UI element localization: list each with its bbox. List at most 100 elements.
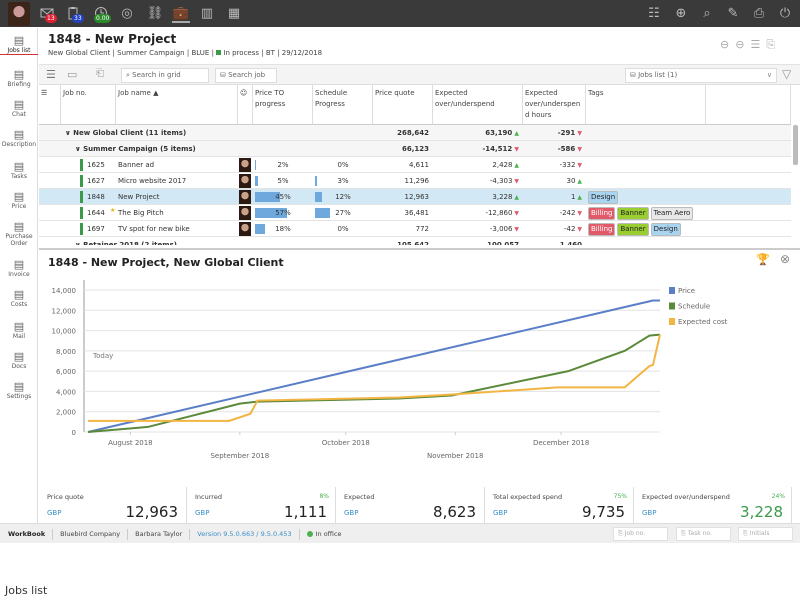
- toolbar: ☰ ▭ ⎗ ⌕ Search in grid ⛁ Search job ⛁ Jo…: [39, 64, 800, 85]
- table-row[interactable]: 1848New Project45%12%12,9633,228 ▲1 ▲Des…: [39, 189, 791, 205]
- chart-title: 1848 - New Project, New Global Client: [48, 256, 284, 269]
- tag-badge[interactable]: Billing: [588, 223, 615, 236]
- sidebar-item-settings[interactable]: ▤Settings: [0, 380, 38, 400]
- sidebar-item-costs[interactable]: ▤Costs: [0, 288, 38, 308]
- column-header[interactable]: Expected over/underspend: [433, 85, 523, 125]
- column-header[interactable]: Tags: [586, 85, 706, 125]
- arrow-down-icon: ▼: [512, 146, 519, 153]
- back-icon[interactable]: ⊖: [720, 38, 735, 51]
- chevron-down-icon[interactable]: ∨: [75, 145, 83, 153]
- arrow-down-icon: ▼: [512, 210, 519, 217]
- sidebar-item-purchase-order[interactable]: ▤Purchase Order: [0, 220, 38, 247]
- export-icon[interactable]: ⎘: [766, 38, 781, 51]
- owner: BT: [266, 49, 275, 57]
- column-header[interactable]: Price quote: [373, 85, 433, 125]
- table-row[interactable]: 1625Banner ad2%0%4,6112,428 ▲-332 ▼: [39, 157, 791, 173]
- settings-icon: ▤: [0, 380, 38, 393]
- search-job-button[interactable]: ⛁ Search job: [215, 68, 277, 83]
- arrow-down-icon: ▼: [575, 162, 582, 169]
- sidebar-item-label: Description: [0, 141, 38, 148]
- tag-badge[interactable]: Banner: [617, 223, 648, 236]
- settings-doc-icon[interactable]: ⎗: [96, 68, 104, 79]
- client[interactable]: New Global Client: [48, 49, 110, 57]
- sidebar-item-description[interactable]: ▤Description: [0, 128, 38, 148]
- column-header[interactable]: ☺: [238, 85, 253, 125]
- target-icon[interactable]: ◎: [118, 5, 136, 23]
- legend-swatch: [669, 303, 675, 310]
- arrow-up-icon: ▲: [512, 194, 519, 201]
- status-bar-indicator: [80, 191, 83, 203]
- value-cell: 12,963: [373, 189, 433, 205]
- table-row[interactable]: 1644★The Big Pitch57%27%36,481-12,860 ▼-…: [39, 205, 791, 221]
- sidebar-item-briefing[interactable]: ▤Briefing: [0, 68, 38, 88]
- users-icon[interactable]: ☷: [645, 5, 663, 23]
- tag-badge[interactable]: Banner: [617, 207, 648, 220]
- value-cell: -14,512 ▼: [433, 141, 523, 157]
- status-info: WorkBook Bluebird Company Barbara Taylor…: [8, 524, 349, 544]
- job-no-input[interactable]: ⎘ Job no.: [613, 527, 668, 541]
- presence-item[interactable]: In office: [300, 529, 349, 540]
- briefcase-icon[interactable]: 💼: [172, 5, 190, 23]
- menu-icon[interactable]: ☰: [46, 68, 56, 81]
- user-avatar[interactable]: [8, 2, 30, 26]
- task-no-input[interactable]: ⎘ Task no.: [676, 527, 731, 541]
- zoom-in-icon[interactable]: ⊕: [672, 5, 690, 23]
- columns-icon[interactable]: ☰: [750, 38, 766, 51]
- column-header[interactable]: Job no.: [61, 85, 116, 125]
- sidebar-item-jobs-list[interactable]: ▤Jobs list: [0, 34, 38, 55]
- search-icon[interactable]: ⌕: [698, 5, 716, 23]
- column-header[interactable]: Price TO progress: [253, 85, 313, 125]
- search-grid-input[interactable]: ⌕ Search in grid: [121, 68, 209, 83]
- tags-cell: BillingBannerTeam Aero: [588, 205, 695, 221]
- close-icon[interactable]: ⊗: [780, 252, 790, 266]
- purchase-order-icon: ▤: [0, 220, 38, 233]
- sidebar-item-price[interactable]: ▤Price: [0, 190, 38, 210]
- column-header[interactable]: Schedule Progress: [313, 85, 373, 125]
- edit-icon[interactable]: ✎: [724, 5, 742, 23]
- tag-badge[interactable]: Team Aero: [651, 207, 694, 220]
- sidebar-item-chat[interactable]: ▤Chat: [0, 98, 38, 118]
- buildings-icon[interactable]: ▥: [198, 5, 216, 23]
- panel-icon[interactable]: ▭: [67, 68, 77, 81]
- sidebar-item-invoice[interactable]: ▤Invoice: [0, 258, 38, 278]
- trophy-icon[interactable]: 🏆: [756, 253, 770, 266]
- column-header[interactable]: Expected over/underspen d hours: [523, 85, 586, 125]
- status-bar-indicator: [80, 223, 83, 235]
- presence[interactable]: In office: [316, 530, 342, 538]
- print-icon[interactable]: ⎙: [750, 5, 768, 23]
- invoice-icon: ▤: [0, 258, 38, 271]
- table-row[interactable]: 1627Micro website 20175%3%11,296-4,303 ▼…: [39, 173, 791, 189]
- column-header[interactable]: Job name ▲: [116, 85, 238, 125]
- group-row[interactable]: ∨ Summer Campaign (5 items)66,123-14,512…: [39, 141, 791, 157]
- description-icon: ▤: [0, 128, 38, 141]
- value-cell: -332 ▼: [523, 157, 586, 173]
- chevron-down-icon[interactable]: ∨: [65, 129, 73, 137]
- sidebar-item-tasks[interactable]: ▤Tasks: [0, 160, 38, 180]
- tag-badge[interactable]: Design: [588, 191, 618, 204]
- forward-icon[interactable]: ⊖: [735, 38, 750, 51]
- tag-badge[interactable]: Billing: [588, 207, 615, 220]
- column-header[interactable]: ☰: [39, 85, 61, 125]
- sidebar-item-mail[interactable]: ▤Mail: [0, 320, 38, 340]
- link-icon[interactable]: ⛓: [146, 5, 164, 23]
- table-row[interactable]: 1697TV spot for new bike18%0%772-3,006 ▼…: [39, 221, 791, 237]
- group-row[interactable]: ∨ New Global Client (11 items)268,64263,…: [39, 125, 791, 141]
- sidebar-item-docs[interactable]: ▤Docs: [0, 350, 38, 370]
- list-icon: ▤: [0, 34, 38, 47]
- group-row[interactable]: ∨ Retainer 2018 (2 items)105,642100,0571…: [39, 237, 791, 245]
- avatar: [239, 222, 251, 236]
- tag-badge[interactable]: Design: [651, 223, 681, 236]
- sidebar-item-label: Jobs list: [0, 47, 38, 55]
- power-icon[interactable]: ⏻: [776, 5, 794, 23]
- column-header[interactable]: [706, 85, 791, 125]
- filter-icon[interactable]: ▽: [782, 67, 791, 81]
- view-select[interactable]: ⛁ Jobs list (1)∨: [625, 68, 777, 83]
- campaign[interactable]: Summer Campaign: [117, 49, 184, 57]
- value-cell: 1,460: [523, 237, 586, 245]
- boxes-icon[interactable]: ▦: [225, 5, 243, 23]
- scrollbar[interactable]: [793, 125, 798, 165]
- tasks-icon: ▤: [0, 160, 38, 173]
- value-cell: 11,296: [373, 173, 433, 189]
- initials-input[interactable]: ⎘ Initials: [738, 527, 793, 541]
- y-tick-label: 4,000: [56, 388, 76, 396]
